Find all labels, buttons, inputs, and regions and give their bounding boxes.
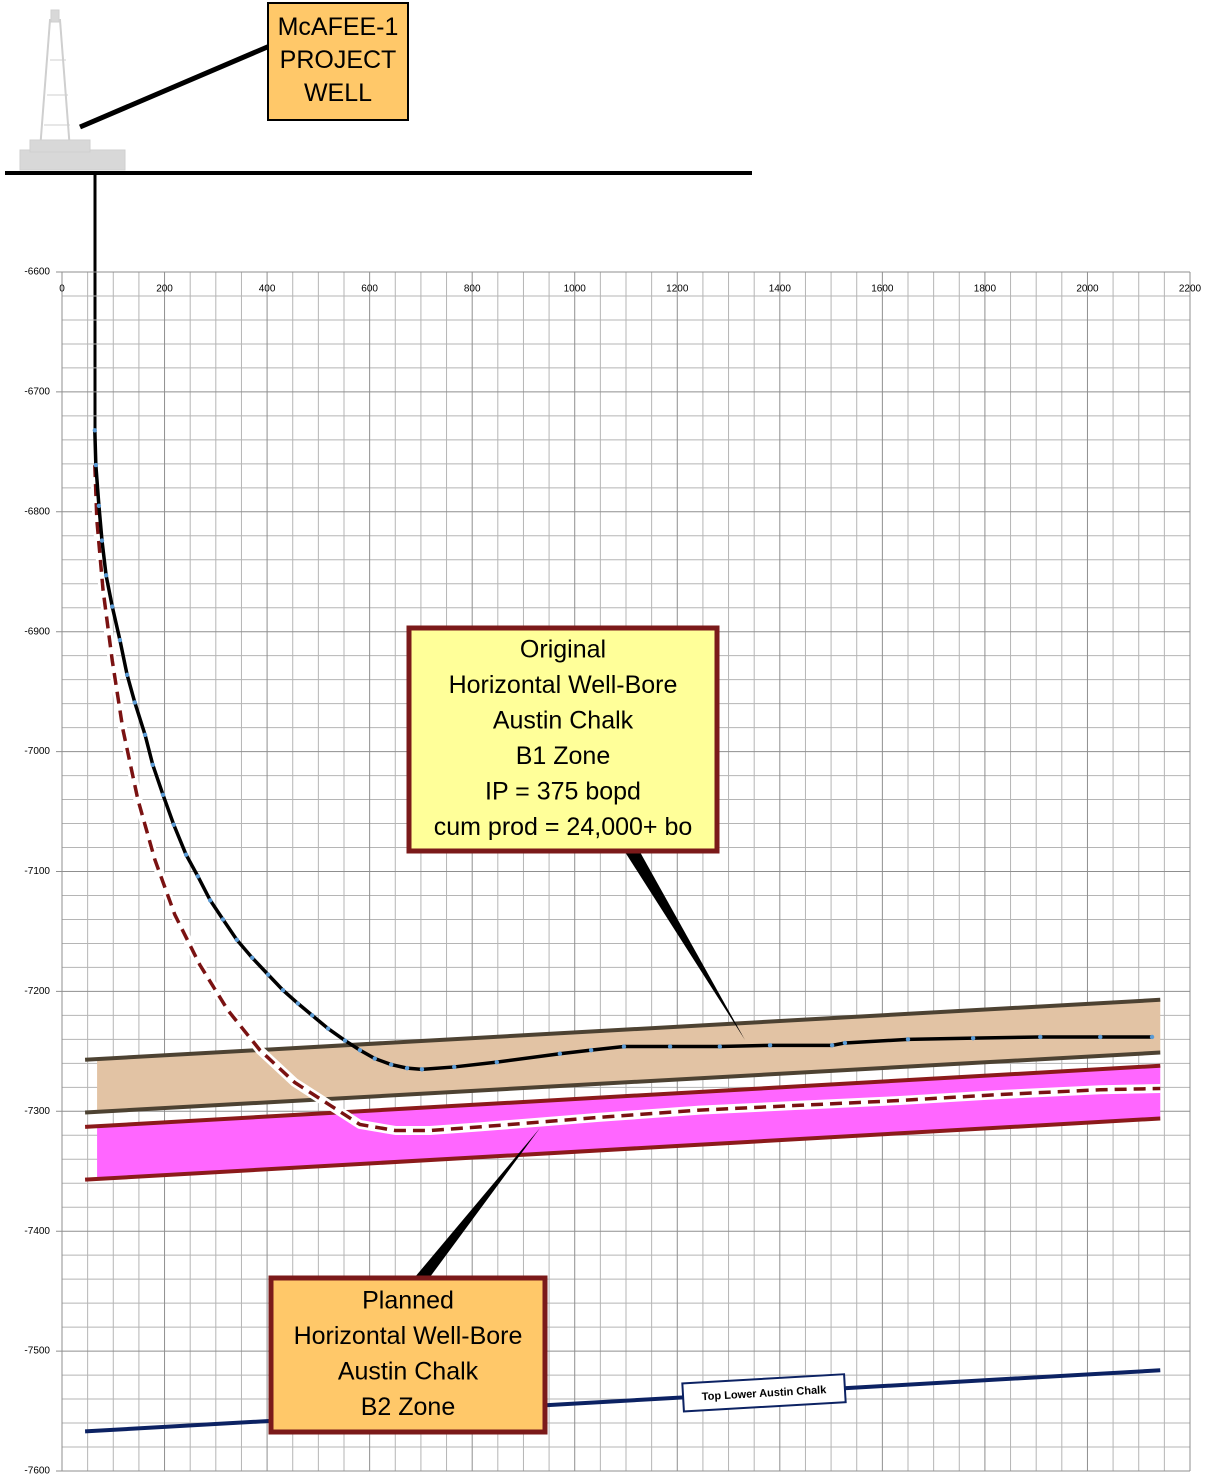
y-tick-label: -7600 <box>24 1466 50 1477</box>
survey-point <box>104 573 108 577</box>
survey-point <box>281 988 285 992</box>
survey-point <box>768 1043 772 1047</box>
callout-text: B1 Zone <box>516 742 611 770</box>
survey-point <box>843 1041 847 1045</box>
y-tick-label: -7200 <box>24 986 50 997</box>
callout-text: Horizontal Well-Bore <box>294 1322 523 1350</box>
survey-point <box>1150 1035 1154 1039</box>
horizon-label-box: Top Lower Austin Chalk <box>682 1374 845 1411</box>
callout-text: Austin Chalk <box>338 1357 479 1385</box>
y-tick-label: -6600 <box>24 267 50 278</box>
y-tick-label: -6900 <box>24 626 50 637</box>
survey-point <box>97 504 101 508</box>
survey-point <box>221 917 225 921</box>
survey-point <box>125 673 129 677</box>
callout-text: IP = 375 bopd <box>485 777 641 805</box>
x-tick-label: 0 <box>59 284 65 295</box>
x-tick-label: 200 <box>156 284 173 295</box>
x-tick-label: 2000 <box>1076 284 1099 295</box>
callout-text: cum prod = 24,000+ bo <box>434 813 693 841</box>
survey-point <box>100 538 104 542</box>
survey-point <box>452 1065 456 1069</box>
survey-point <box>405 1066 409 1070</box>
y-tick-label: -6700 <box>24 387 50 398</box>
survey-point <box>143 733 147 737</box>
survey-point <box>235 938 239 942</box>
survey-point <box>93 428 97 432</box>
y-tick-label: -7100 <box>24 866 50 877</box>
callout-pointer <box>80 45 272 127</box>
survey-point <box>118 638 122 642</box>
chart: 0 200 400 600 800 1000 1200 1400 1600 1800 2000 220… <box>0 0 1209 1480</box>
x-tick-label: 400 <box>259 284 276 295</box>
x-tick-label: 1000 <box>564 284 587 295</box>
survey-point <box>343 1038 347 1042</box>
survey-point <box>668 1044 672 1048</box>
callout-text: WELL <box>304 79 372 107</box>
horizon-line <box>85 1370 1160 1431</box>
callout-text: McAFEE-1 <box>278 13 399 41</box>
callout-text: Original <box>520 635 606 663</box>
callout-text: B2 Zone <box>361 1393 456 1421</box>
survey-point <box>1038 1035 1042 1039</box>
survey-point <box>622 1044 626 1048</box>
survey-point <box>830 1043 834 1047</box>
rig-icon <box>20 10 125 170</box>
y-tick-label: -7000 <box>24 746 50 757</box>
plot-area: Top Lower Austin Chalk <box>85 428 1160 1431</box>
x-tick-label: 1800 <box>974 284 997 295</box>
survey-point <box>133 700 137 704</box>
survey-point <box>906 1037 910 1041</box>
survey-point <box>161 793 165 797</box>
survey-point <box>358 1048 362 1052</box>
x-tick-label: 800 <box>464 284 481 295</box>
survey-point <box>250 956 254 960</box>
survey-point <box>373 1056 377 1060</box>
survey-point <box>971 1036 975 1040</box>
survey-point <box>420 1067 424 1071</box>
survey-point <box>718 1044 722 1048</box>
survey-point <box>389 1062 393 1066</box>
y-tick-label: -6800 <box>24 506 50 517</box>
grid: 0 200 400 600 800 1000 1200 1400 1600 1800 2000 220… <box>24 267 1201 1477</box>
x-tick-label: 1200 <box>666 284 689 295</box>
x-tick-label: 600 <box>361 284 378 295</box>
survey-point <box>558 1052 562 1056</box>
x-tick-label: 2200 <box>1179 284 1202 295</box>
survey-point <box>589 1048 593 1052</box>
survey-point <box>172 823 176 827</box>
y-tick-label: -7400 <box>24 1226 50 1237</box>
page: 0 200 400 600 800 1000 1200 1400 1600 1800 2000 220… <box>0 0 1209 1480</box>
survey-point <box>184 853 188 857</box>
survey-point <box>310 1013 314 1017</box>
callout-pointer <box>625 852 745 1040</box>
survey-point <box>326 1026 330 1030</box>
x-tick-label: 1400 <box>769 284 792 295</box>
annotations: McAFEE-1 PROJECT WELL Original Horizontal We… <box>80 3 745 1432</box>
callout-text: Horizontal Well-Bore <box>449 671 678 699</box>
callout-text: Austin Chalk <box>493 706 634 734</box>
survey-point <box>110 604 114 608</box>
y-tick-label: -7500 <box>24 1346 50 1357</box>
survey-point <box>495 1060 499 1064</box>
callout-text: PROJECT <box>280 46 397 74</box>
survey-point <box>266 972 270 976</box>
survey-point <box>296 1001 300 1005</box>
survey-point <box>94 463 98 467</box>
survey-point <box>196 874 200 878</box>
survey-point <box>1098 1035 1102 1039</box>
survey-point <box>151 763 155 767</box>
survey-point <box>208 898 212 902</box>
callout-text: Planned <box>362 1286 454 1314</box>
y-tick-label: -7300 <box>24 1106 50 1117</box>
x-tick-label: 1600 <box>871 284 894 295</box>
